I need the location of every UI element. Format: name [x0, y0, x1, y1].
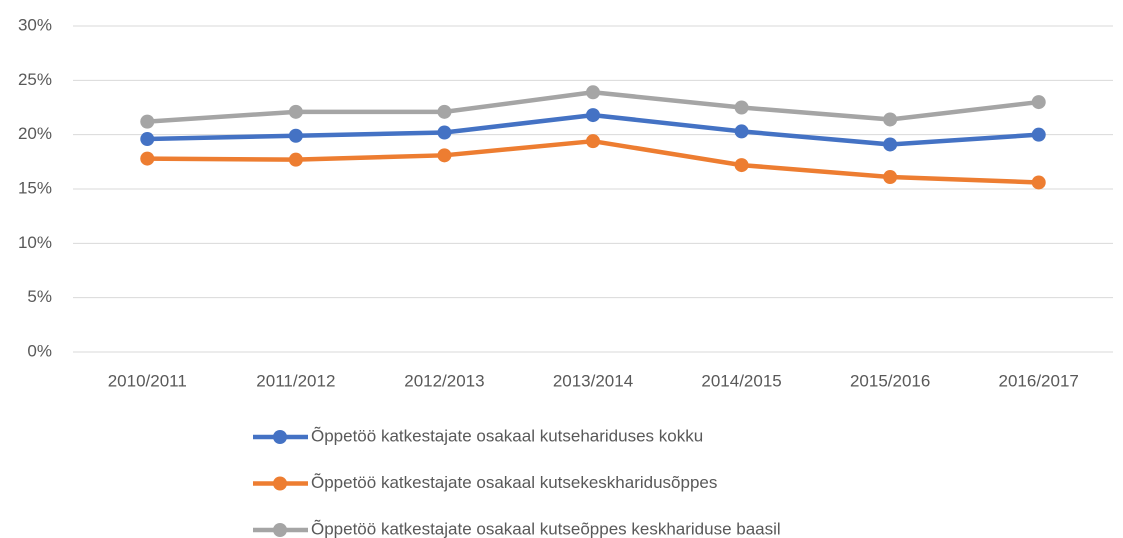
x-tick-label: 2015/2016 — [850, 371, 930, 390]
x-tick-label: 2010/2011 — [108, 371, 187, 390]
x-tick-label: 2011/2012 — [256, 371, 335, 390]
x-tick-label: 2016/2017 — [999, 371, 1079, 390]
point — [586, 134, 600, 149]
point — [140, 132, 155, 147]
point — [1031, 127, 1046, 142]
legend-label: Õppetöö katkestajate osakaal kutseharidu… — [311, 426, 703, 445]
point — [734, 158, 749, 173]
point — [734, 100, 749, 115]
y-tick-label: 5% — [27, 287, 52, 306]
point — [288, 104, 303, 119]
x-tick-label: 2012/2013 — [404, 371, 484, 390]
y-tick-label: 0% — [27, 341, 52, 360]
point — [437, 148, 452, 163]
point — [288, 128, 303, 143]
y-tick-label: 10% — [18, 233, 52, 252]
point — [140, 114, 155, 129]
point — [1031, 175, 1046, 190]
y-tick-label: 15% — [18, 178, 52, 197]
point — [140, 151, 155, 166]
point — [586, 85, 600, 100]
y-tick-label: 30% — [18, 15, 52, 34]
point — [1031, 95, 1046, 110]
point — [734, 124, 749, 139]
legend-marker — [273, 476, 287, 491]
y-tick-label: 20% — [18, 124, 52, 143]
y-tick-label: 25% — [18, 70, 52, 89]
legend-label: Õppetöö katkestajate osakaal kutsekeskha… — [311, 473, 717, 492]
x-tick-label: 2013/2014 — [553, 371, 633, 390]
point — [883, 112, 898, 127]
point — [883, 170, 898, 185]
legend-marker — [273, 523, 287, 537]
legend-marker — [273, 430, 287, 444]
point — [437, 125, 452, 140]
point — [586, 108, 600, 123]
point — [883, 137, 898, 152]
point — [437, 104, 452, 119]
legend-label: Õppetöö katkestajate osakaal kutseõppes … — [311, 519, 781, 538]
point — [288, 152, 303, 167]
x-tick-label: 2014/2015 — [701, 371, 781, 390]
